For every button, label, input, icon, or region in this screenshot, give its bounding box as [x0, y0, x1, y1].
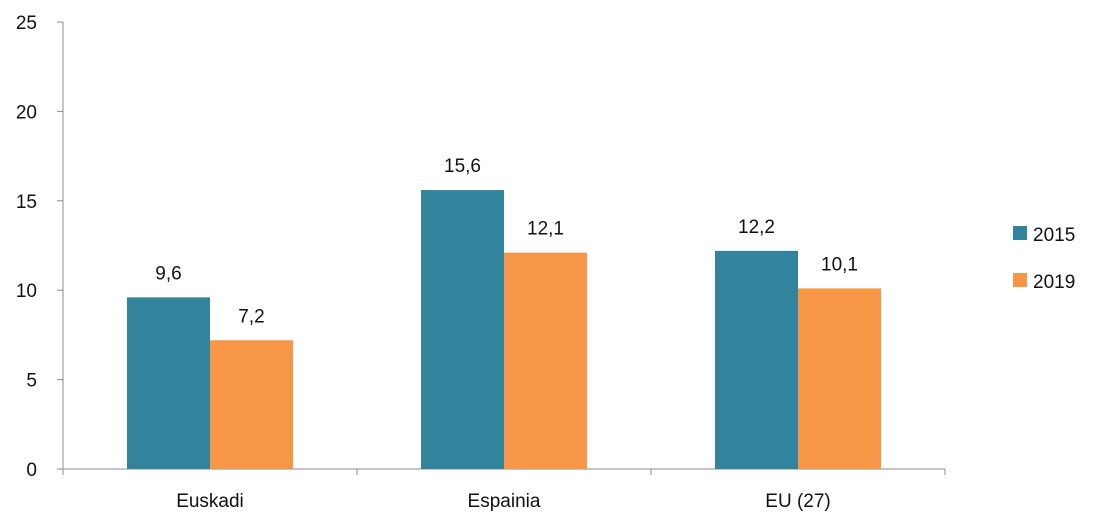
data-label: 7,2	[238, 306, 264, 327]
legend: 2015 2019	[1013, 225, 1075, 293]
x-category-label: Espainia	[468, 491, 541, 512]
legend-label-2015: 2015	[1033, 225, 1075, 246]
y-tick-label: 0	[26, 460, 37, 481]
data-label: 9,6	[155, 263, 181, 284]
y-tick-label: 5	[26, 371, 37, 392]
bar-2015-espainia	[421, 190, 504, 469]
y-axis: 0 5 10 15 20 25	[16, 13, 63, 481]
bar-2019-eu-27	[798, 288, 881, 469]
y-tick-label: 25	[16, 13, 37, 34]
bar-2015-euskadi	[127, 297, 210, 469]
y-tick-label: 15	[16, 192, 37, 213]
data-label: 12,2	[738, 217, 775, 238]
data-label: 12,1	[527, 219, 564, 240]
legend-swatch-2019	[1013, 273, 1027, 287]
x-axis: Euskadi Espainia EU (27)	[63, 469, 945, 512]
bar-2019-euskadi	[210, 340, 293, 469]
y-tick-label: 10	[16, 281, 37, 302]
bar-2015-eu-27	[715, 251, 798, 469]
legend-swatch-2015	[1013, 226, 1027, 240]
data-label: 10,1	[821, 254, 858, 275]
y-tick-label: 20	[16, 102, 37, 123]
x-category-label: EU (27)	[765, 491, 830, 512]
x-category-label: Euskadi	[176, 491, 244, 512]
data-label: 15,6	[444, 156, 481, 177]
legend-label-2019: 2019	[1033, 272, 1075, 293]
bar-2019-espainia	[504, 253, 587, 469]
